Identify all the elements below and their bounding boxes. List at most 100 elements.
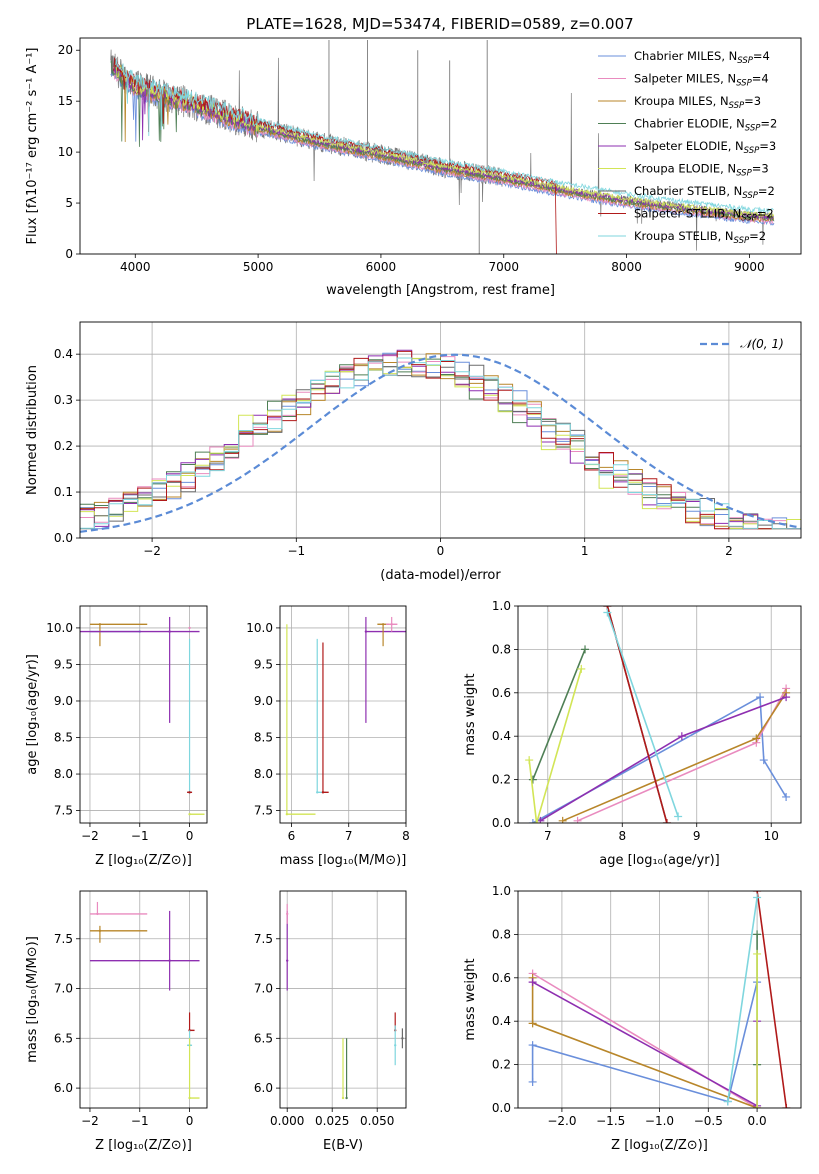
y-tick-label: 7.0 — [254, 982, 273, 996]
data-point — [316, 791, 319, 794]
legend-entry-subscript: SSP — [745, 124, 761, 134]
mass-vs-ebv-plot: 0.000 0.025 0.050 6.0 6.5 7.0 7.5 E(B-V) — [254, 890, 407, 1153]
legend-entry-count: =3 — [744, 94, 761, 108]
plus-marker — [753, 1104, 762, 1108]
y-tick-label: 6.5 — [254, 1031, 273, 1045]
data-point — [168, 630, 171, 633]
y-tick-label: 7.5 — [54, 932, 73, 946]
y-tick-label: 0.8 — [492, 927, 511, 941]
legend-entry: Kroupa ELODIE, NSSP=3 — [634, 162, 769, 179]
legend-entry-name: Chabrier ELODIE, N — [634, 117, 745, 131]
legend-entry-name: Kroupa ELODIE, N — [634, 162, 736, 176]
data-point — [401, 1037, 404, 1040]
plus-marker — [528, 1077, 537, 1086]
plot-area — [110, 40, 775, 254]
plot-area — [80, 606, 207, 823]
x-tick-label: 6 — [288, 829, 296, 843]
grid — [80, 606, 207, 823]
y-tick-label: 0.8 — [492, 642, 511, 656]
legend-entry: Chabrier MILES, NSSP=4 — [634, 49, 770, 66]
plus-marker — [782, 693, 791, 702]
x-axis-label: mass [log₁₀(M/M⊙)] — [280, 853, 407, 868]
axes-frame — [79, 605, 208, 824]
age-vs-metallicity-plot: −2 −1 0 7.5 8.0 8.5 9.0 9.5 10.0 Z [log₁₀(Z/Z⊙)] a… — [25, 605, 208, 868]
legend-entry-subscript: SSP — [734, 236, 750, 246]
axes-frame — [79, 37, 802, 255]
data-layer — [286, 903, 404, 1100]
y-tick-label: 10.0 — [246, 621, 273, 635]
x-tick-label: 6000 — [366, 260, 397, 274]
model-spectrum-line — [115, 59, 774, 214]
y-axis-label: age [log₁₀(age/yr)] — [25, 654, 40, 775]
spectrum-legend: Chabrier MILES, NSSP=4 Salpeter MILES, NS… — [598, 49, 777, 246]
data-layer — [285, 616, 406, 816]
data-layer — [89, 901, 200, 1100]
plus-marker — [528, 775, 537, 784]
data-layer — [80, 349, 801, 533]
x-tick-label: −1.0 — [645, 1114, 674, 1128]
x-tick-label: −1 — [131, 1114, 149, 1128]
weight-line — [539, 696, 787, 822]
x-tick-label: 1 — [581, 544, 589, 558]
legend-entry-count: =2 — [757, 207, 774, 221]
y-tick-label: 0 — [65, 247, 73, 261]
weight-line — [532, 695, 787, 823]
y-axis-label: Flux [fλ10⁻¹⁷ erg cm⁻² s⁻¹ A⁻¹] — [25, 48, 40, 245]
legend-entry: Salpeter MILES, NSSP=4 — [634, 72, 769, 89]
data-point — [168, 959, 171, 962]
y-tick-label: 8.0 — [254, 767, 273, 781]
x-tick-label: 8 — [402, 829, 410, 843]
x-tick-label: 7 — [544, 829, 552, 843]
y-tick-label: 8.0 — [54, 767, 73, 781]
legend-entry-name: Salpeter STELIB, N — [634, 207, 741, 221]
y-tick-label: 0.2 — [492, 773, 511, 787]
plus-marker — [525, 756, 534, 765]
y-tick-label: 0.3 — [54, 393, 73, 407]
x-tick-label: −2 — [81, 829, 99, 843]
weight-line — [532, 981, 758, 1108]
data-point — [286, 959, 289, 962]
legend-entry: Chabrier ELODIE, NSSP=2 — [634, 117, 777, 134]
x-axis-label: wavelength [Angstrom, rest frame] — [326, 283, 555, 298]
y-tick-label: 15 — [58, 94, 73, 108]
legend-entry-name: Salpeter ELODIE, N — [634, 139, 744, 153]
plus-marker — [782, 792, 791, 801]
y-tick-label: 6.0 — [254, 1081, 273, 1095]
data-point — [188, 626, 191, 630]
x-tick-label: 4000 — [120, 260, 151, 274]
legend-entry-count: =2 — [749, 229, 766, 243]
x-axis-label: Z [log₁₀(Z/Z⊙)] — [95, 853, 192, 868]
plus-marker — [752, 734, 761, 743]
x-axis-label: Z [log₁₀(Z/Z⊙)] — [611, 1138, 708, 1153]
weight-line — [727, 897, 758, 1102]
data-point — [96, 912, 99, 916]
spectrum-plot: 4000 5000 6000 7000 8000 9000 0 5 10 15 20 waveleng… — [25, 37, 802, 298]
legend-entry: Salpeter STELIB, NSSP=2 — [634, 207, 774, 224]
axes-frame — [279, 890, 407, 1109]
data-point — [345, 1096, 348, 1100]
y-tick-label: 1.0 — [492, 884, 511, 898]
axes-frame — [279, 605, 407, 824]
x-tick-label: 0.0 — [748, 1114, 767, 1128]
legend-entry: Kroupa STELIB, NSSP=2 — [634, 229, 766, 246]
plus-marker — [759, 756, 768, 765]
x-axis-label: age [log₁₀(age/yr)] — [599, 853, 720, 868]
y-tick-label: 20 — [58, 43, 73, 57]
grid — [518, 891, 801, 1108]
legend-entry-count: =3 — [759, 139, 776, 153]
x-tick-label: 2 — [725, 544, 733, 558]
y-axis-label: mass weight — [463, 673, 478, 755]
legend-entry: Chabrier STELIB, NSSP=2 — [634, 184, 775, 201]
x-tick-label: −2.0 — [547, 1114, 576, 1128]
plot-area — [80, 322, 801, 538]
weight-line — [531, 981, 758, 1103]
y-tick-label: 0.6 — [492, 971, 511, 985]
legend-entry-count: =4 — [752, 72, 769, 86]
axes-frame — [517, 605, 802, 824]
legend-entry-subscript: SSP — [744, 146, 760, 156]
age-vs-mass-plot: 6 7 8 7.5 8.0 8.5 9.0 9.5 10.0 mass [log₁₀(M/M⊙)] — [246, 605, 410, 868]
plot-area — [518, 891, 801, 1108]
plus-marker — [674, 812, 683, 821]
y-tick-label: 8.5 — [54, 731, 73, 745]
